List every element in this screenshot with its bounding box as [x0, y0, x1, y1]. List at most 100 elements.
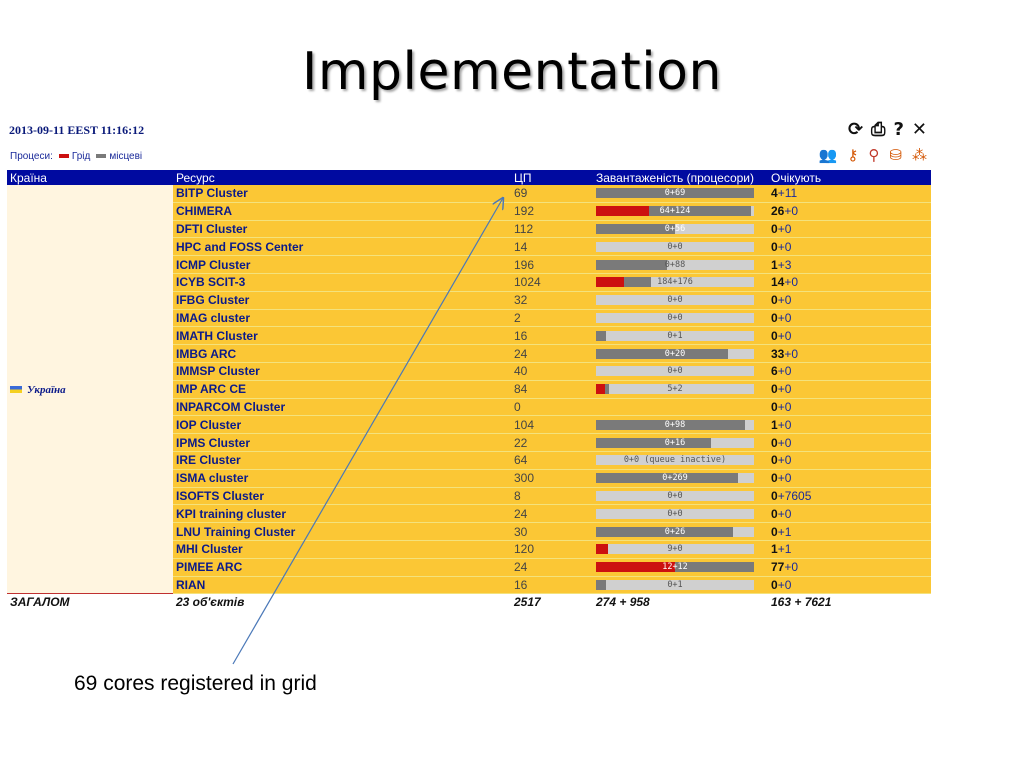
resource-cell: ICYB SCIT-3 [173, 273, 511, 292]
load-label: 0+1 [667, 579, 683, 590]
queue-grid[interactable]: 0 [771, 221, 778, 236]
queue-grid[interactable]: 0 [771, 453, 778, 468]
queue-grid[interactable]: 0 [771, 399, 778, 414]
queue-grid[interactable]: 4 [771, 186, 778, 201]
database-icon[interactable]: ⛁ [889, 147, 902, 164]
header-queue[interactable]: Очікують [768, 170, 931, 185]
load-cell: 0+26 [593, 522, 768, 541]
resource-cell: IFBG Cluster [173, 291, 511, 310]
resource-link[interactable]: IRE Cluster [176, 453, 241, 468]
queue-cell: 4+11 [768, 185, 931, 203]
queue-grid[interactable]: 0 [771, 310, 778, 325]
load-bar[interactable]: 64+124 [596, 206, 754, 217]
cpu-count: 30 [511, 522, 593, 541]
print-icon[interactable]: ⎙ [871, 119, 886, 140]
queue-grid[interactable]: 0 [771, 328, 778, 343]
country-cell[interactable]: Україна [7, 185, 173, 594]
load-bar[interactable]: 0+0 [596, 312, 754, 323]
queue-cell: 26+0 [768, 202, 931, 221]
load-cell: 0+88 [593, 255, 768, 274]
resource-link[interactable]: BITP Cluster [176, 186, 248, 201]
queue-grid[interactable]: 0 [771, 471, 778, 486]
header-cpu[interactable]: ЦП [511, 170, 593, 185]
resource-link[interactable]: IFBG Cluster [176, 293, 250, 308]
cpu-count: 0 [511, 398, 593, 417]
load-bar[interactable]: 0+1 [596, 579, 754, 590]
resource-link[interactable]: ISMA cluster [176, 471, 249, 486]
users-icon[interactable]: 👥 [818, 147, 838, 164]
load-bar[interactable]: 0+0 [596, 508, 754, 519]
load-bar[interactable]: 184+176 [596, 277, 754, 288]
resource-link[interactable]: DFTI Cluster [176, 221, 248, 236]
resource-link[interactable]: KPI training cluster [176, 506, 287, 521]
header-load[interactable]: Завантаженість (процесори) [593, 170, 768, 185]
resource-link[interactable]: IMP ARC CE [176, 382, 247, 397]
queue-grid[interactable]: 1 [771, 257, 778, 272]
load-bar[interactable]: 0+0 [596, 366, 754, 377]
load-bar[interactable]: 0+0 [596, 295, 754, 306]
load-bar[interactable]: 0+16 [596, 437, 754, 448]
queue-grid[interactable]: 77 [771, 560, 785, 575]
queue-grid[interactable]: 0 [771, 293, 778, 308]
refresh-icon[interactable]: ⟳ [847, 119, 864, 140]
load-bar[interactable]: 0+26 [596, 526, 754, 537]
resource-link[interactable]: ICYB SCIT-3 [176, 275, 246, 290]
load-bar[interactable]: 0+20 [596, 348, 754, 359]
queue-cell: 0+0 [768, 309, 931, 328]
resource-link[interactable]: IMATH Cluster [176, 328, 258, 343]
resource-link[interactable]: IMMSP Cluster [176, 364, 260, 379]
resource-link[interactable]: IMAG cluster [176, 310, 251, 325]
close-icon[interactable]: ✕ [911, 119, 927, 140]
cluster-icon[interactable]: ⁂ [912, 147, 927, 164]
queue-grid[interactable]: 33 [771, 346, 785, 361]
queue-grid[interactable]: 0 [771, 577, 778, 592]
queue-grid[interactable]: 0 [771, 524, 778, 539]
cpu-count: 1024 [511, 273, 593, 292]
queue-grid[interactable]: 0 [771, 239, 778, 254]
load-bar[interactable]: 0+88 [596, 259, 754, 270]
resource-link[interactable]: IOP Cluster [176, 417, 242, 432]
resource-link[interactable]: LNU Training Cluster [176, 524, 296, 539]
load-bar[interactable]: 0+56 [596, 223, 754, 234]
load-bar[interactable]: 5+2 [596, 384, 754, 395]
resource-link[interactable]: ISOFTS Cluster [176, 488, 265, 503]
load-bar[interactable]: 0+69 [596, 188, 754, 199]
key-icon[interactable]: ⚷ [847, 147, 859, 164]
load-bar[interactable]: 0+1 [596, 330, 754, 341]
resource-link[interactable]: MHI Cluster [176, 542, 243, 557]
load-cell: 0+69 [593, 185, 768, 203]
load-bar[interactable]: 0+0 [596, 241, 754, 252]
header-resource[interactable]: Ресурс [173, 170, 511, 185]
country-name[interactable]: Україна [27, 384, 66, 397]
load-bar[interactable]: 0+0 [596, 490, 754, 501]
queue-grid[interactable]: 26 [771, 204, 785, 219]
load-bar[interactable]: 0+269 [596, 473, 754, 484]
resource-link[interactable]: RIAN [176, 577, 206, 592]
resource-link[interactable]: IPMS Cluster [176, 435, 251, 450]
resource-cell: LNU Training Cluster [173, 522, 511, 541]
queue-grid[interactable]: 0 [771, 488, 778, 503]
resource-link[interactable]: PIMEE ARC [176, 560, 243, 575]
resource-link[interactable]: CHIMERA [176, 204, 232, 219]
resource-link[interactable]: HPC and FOSS Center [176, 239, 304, 254]
load-bar[interactable]: 0+98 [596, 419, 754, 430]
load-bar[interactable]: 12+12 [596, 562, 754, 573]
header-country[interactable]: Країна [7, 170, 173, 185]
cpu-count: 8 [511, 487, 593, 506]
load-bar[interactable]: 0+0 (queue inactive) [596, 455, 754, 466]
load-bar[interactable]: 9+0 [596, 544, 754, 555]
resource-link[interactable]: ICMP Cluster [176, 257, 251, 272]
resource-link[interactable]: IMBG ARC [176, 346, 237, 361]
queue-grid[interactable]: 0 [771, 435, 778, 450]
queue-grid[interactable]: 6 [771, 364, 778, 379]
resource-cell: INPARCOM Cluster [173, 398, 511, 417]
queue-grid[interactable]: 1 [771, 542, 778, 557]
queue-local: +0 [777, 417, 792, 432]
search-icon[interactable]: ⚲ [868, 147, 880, 164]
queue-grid[interactable]: 1 [771, 417, 778, 432]
queue-grid[interactable]: 14 [771, 275, 785, 290]
queue-grid[interactable]: 0 [771, 506, 778, 521]
resource-link[interactable]: INPARCOM Cluster [176, 399, 286, 414]
queue-grid[interactable]: 0 [771, 382, 778, 397]
help-icon[interactable]: ? [893, 119, 904, 140]
